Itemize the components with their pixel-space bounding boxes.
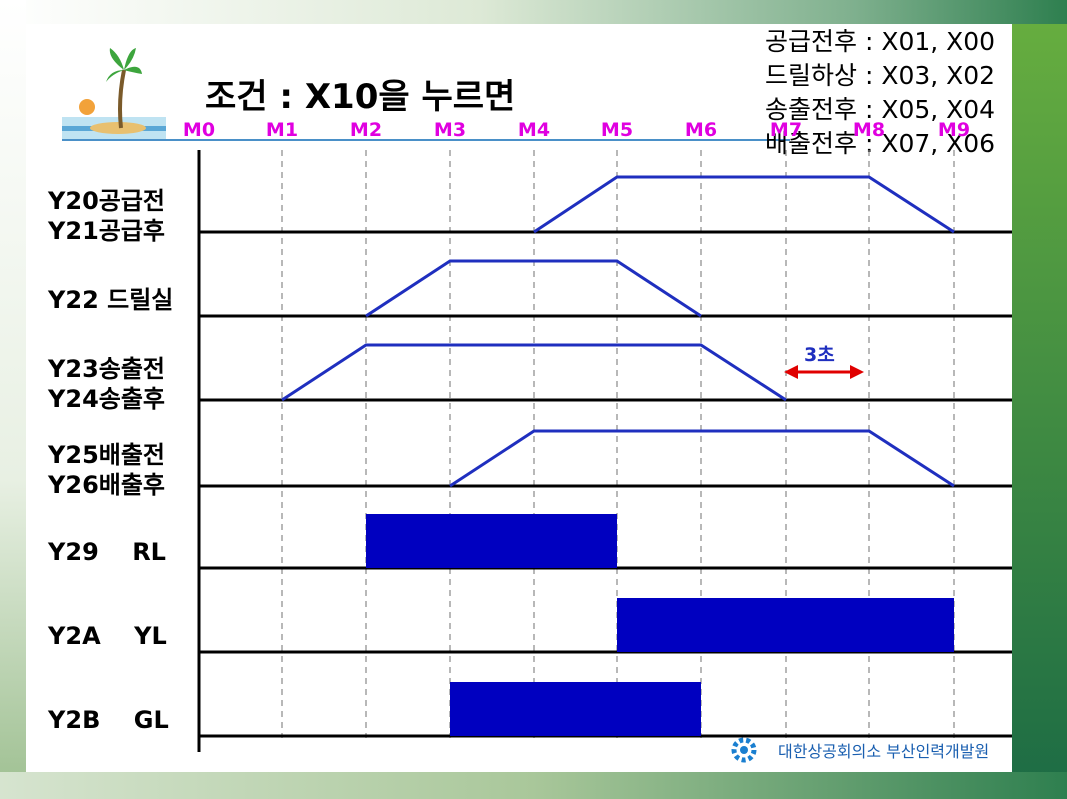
palm-beach-logo-icon <box>62 48 166 139</box>
background-top-band <box>0 0 1067 24</box>
page-title: 조건 : X10을 누르면 <box>205 77 515 117</box>
footer: 대한상공회의소 부산인력개발원 <box>731 737 1012 766</box>
background-right-band <box>1012 24 1067 799</box>
marker-label: M0 <box>183 119 215 141</box>
input-legend: 공급전후 : X01, X00 드릴하상 : X03, X02 송출전후 : X05… <box>765 27 995 158</box>
marker-label: M6 <box>685 119 717 141</box>
gear-logo-icon <box>731 737 757 763</box>
legend-line: 공급전후 : X01, X00 <box>765 27 995 56</box>
duration-arrow: 3초 <box>784 344 864 379</box>
background-left-band <box>0 0 26 799</box>
signal-traces <box>281 175 955 736</box>
marker-label: M3 <box>434 119 466 141</box>
row-label: Y20공급전 <box>47 187 165 215</box>
marker-label: M2 <box>350 119 382 141</box>
marker-label: M9 <box>938 119 970 141</box>
row-baselines <box>199 230 1012 738</box>
signal-trace <box>533 175 955 234</box>
duration-label: 3초 <box>804 344 835 366</box>
row-label: Y24송출후 <box>47 385 165 413</box>
signal-trace <box>365 259 702 318</box>
marker-label: M8 <box>853 119 885 141</box>
signal-trace <box>449 429 955 488</box>
marker-label: M7 <box>770 119 802 141</box>
row-label: Y22 드릴실 <box>47 286 173 314</box>
footer-text: 대한상공회의소 부산인력개발원 <box>778 742 989 761</box>
legend-line: 송출전후 : X05, X04 <box>765 95 995 124</box>
signal-trace <box>281 343 787 402</box>
legend-line: 드릴하상 : X03, X02 <box>765 61 995 90</box>
row-label: Y25배출전 <box>47 441 165 469</box>
marker-label: M4 <box>518 119 550 141</box>
row-label: Y23송출전 <box>47 355 165 383</box>
lamp-on-block <box>366 514 617 568</box>
row-label: Y29 RL <box>47 538 166 566</box>
background-bottom-band <box>0 772 1067 799</box>
row-label: Y2A YL <box>47 622 167 650</box>
marker-label: M1 <box>266 119 298 141</box>
lamp-on-block <box>450 682 701 736</box>
slide: 조건 : X10을 누르면 공급전후 : X01, X00 드릴하상 : X03,… <box>26 24 1012 772</box>
timing-diagram: 조건 : X10을 누르면 공급전후 : X01, X00 드릴하상 : X03,… <box>47 27 1012 766</box>
legend-line: 배출전후 : X07, X06 <box>765 129 995 158</box>
row-label: Y2B GL <box>47 706 169 734</box>
marker-label: M5 <box>601 119 633 141</box>
row-label: Y21공급후 <box>47 217 165 245</box>
row-label: Y26배출후 <box>47 471 165 499</box>
marker-labels: M0 M1 M2 M3 M4 M5 M6 M7 M8 M9 <box>183 119 970 141</box>
lamp-on-block <box>617 598 954 652</box>
